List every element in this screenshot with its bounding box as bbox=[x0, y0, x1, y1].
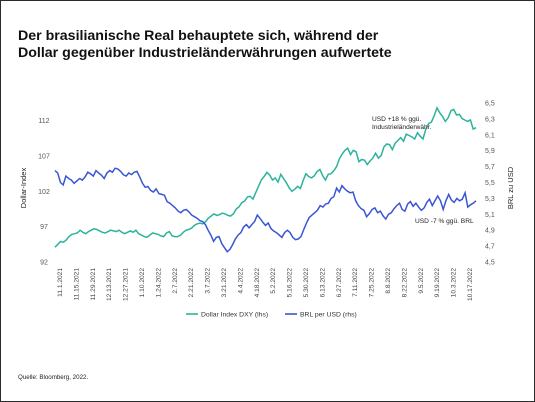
x-tick-label: 11.1.2021 bbox=[57, 268, 64, 297]
y-right-tick-label: 4,5 bbox=[485, 260, 495, 267]
x-tick-label: 9.19.2022 bbox=[434, 268, 441, 298]
x-tick-label: 3.7.2022 bbox=[205, 268, 212, 294]
annotation-dxy-line-2: Industrieländerwähr. bbox=[372, 124, 432, 131]
x-tick-label: 5.30.2022 bbox=[303, 268, 310, 298]
y-axis-right-title: BRL zu USD bbox=[506, 166, 515, 209]
y-right-tick-label: 5,9 bbox=[485, 148, 495, 155]
legend: Dollar Index DXY (lhs) BRL per USD (rhs) bbox=[186, 312, 357, 319]
y-right-tick-label: 4,7 bbox=[485, 244, 495, 251]
y-left-tick-label: 112 bbox=[38, 118, 49, 125]
x-tick-label: 5.16.2022 bbox=[287, 268, 294, 298]
x-tick-label: 2.7.2022 bbox=[172, 268, 179, 294]
y-right-tick-label: 5,3 bbox=[485, 196, 495, 203]
y-axis-left-ticks: 92 97 102 107 112 bbox=[38, 118, 50, 266]
x-tick-label: 11.29.2021 bbox=[90, 268, 97, 301]
legend-label-brl-per-usd: BRL per USD (rhs) bbox=[300, 312, 357, 319]
x-tick-label: 12.13.2021 bbox=[106, 268, 113, 301]
x-tick-label: 10.17.2022 bbox=[467, 268, 474, 301]
x-tick-label: 11.15.2021 bbox=[73, 268, 80, 301]
y-right-tick-label: 5,5 bbox=[485, 180, 495, 187]
y-axis-right-ticks: 4,5 4,7 4,9 5,1 5,3 5,5 5,7 5,9 6,1 6,3 6,5 bbox=[485, 101, 495, 267]
legend-label-dollar-index: Dollar Index DXY (lhs) bbox=[201, 312, 268, 319]
annotation-brl: USD -7 % ggü. BRL bbox=[415, 218, 474, 225]
chart-title-line-2: Dollar gegenüber Industrieländerwährunge… bbox=[18, 45, 392, 61]
x-tick-label: 2.21.2022 bbox=[188, 268, 195, 298]
x-tick-label: 4.18.2022 bbox=[254, 268, 261, 298]
x-tick-label: 10.3.2022 bbox=[451, 268, 458, 298]
x-tick-label: 6.27.2022 bbox=[336, 268, 343, 298]
x-axis-ticks: 11.1.2021 11.15.2021 11.29.2021 12.13.2021 1… bbox=[57, 268, 474, 301]
x-tick-label: 9.5.2022 bbox=[418, 268, 425, 294]
x-tick-label: 7.25.2022 bbox=[369, 268, 376, 298]
x-tick-label: 7.11.2022 bbox=[352, 268, 359, 297]
y-right-tick-label: 6,3 bbox=[485, 116, 495, 123]
x-tick-label: 8.8.2022 bbox=[385, 268, 392, 294]
x-tick-label: 5.2.2022 bbox=[270, 268, 277, 294]
y-right-tick-label: 6,1 bbox=[485, 132, 495, 139]
annotation-dxy-line-1: USD +18 % ggü. bbox=[372, 116, 421, 123]
x-tick-label: 8.22.2022 bbox=[401, 268, 408, 298]
series-line-brl-per-usd bbox=[54, 167, 477, 253]
x-tick-label: 1.24.2022 bbox=[155, 268, 162, 298]
y-right-tick-label: 4,9 bbox=[485, 228, 495, 235]
y-left-tick-label: 92 bbox=[40, 260, 48, 267]
chart-title-line-1: Der brasilianische Real behauptete sich,… bbox=[18, 28, 379, 44]
x-tick-label: 4.4.2022 bbox=[237, 268, 244, 294]
y-right-tick-label: 5,1 bbox=[485, 212, 495, 219]
chart-title: Der brasilianische Real behauptete sich,… bbox=[18, 28, 438, 62]
series-line-dollar-index bbox=[54, 106, 477, 248]
y-left-tick-label: 102 bbox=[38, 189, 50, 196]
y-right-tick-label: 5,7 bbox=[485, 164, 495, 171]
x-tick-label: 1.10.2022 bbox=[139, 268, 146, 298]
y-left-tick-label: 107 bbox=[38, 154, 50, 161]
x-tick-label: 6.13.2022 bbox=[319, 268, 326, 298]
y-right-tick-label: 6,5 bbox=[485, 101, 495, 108]
source-note: Quelle: Bloomberg, 2022. bbox=[18, 374, 89, 381]
x-tick-label: 3.21.2022 bbox=[221, 268, 228, 298]
y-axis-left-title: Dollar-Index bbox=[19, 168, 28, 209]
y-left-tick-label: 97 bbox=[40, 224, 48, 231]
x-tick-label: 12.27.2021 bbox=[123, 268, 130, 301]
